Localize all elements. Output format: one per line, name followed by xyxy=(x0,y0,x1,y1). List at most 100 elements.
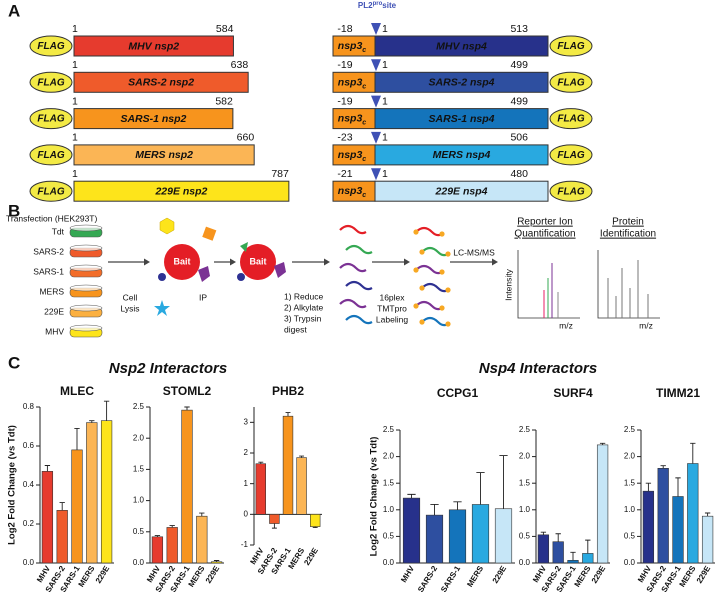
peptide xyxy=(339,224,367,235)
bar xyxy=(448,509,467,564)
error-bar xyxy=(103,400,110,421)
sample-label: SARS-2 xyxy=(33,246,64,256)
construct-name: MHV nsp4 xyxy=(436,40,487,52)
start-residue: 1 xyxy=(72,95,78,107)
bar xyxy=(41,471,54,564)
flag-tag xyxy=(29,35,73,57)
error-bar xyxy=(213,560,220,562)
tmt-tag xyxy=(445,287,451,293)
end-residue: 506 xyxy=(510,132,528,144)
bar xyxy=(425,514,444,564)
flag-tag xyxy=(29,71,73,93)
tmt-tag xyxy=(413,303,419,309)
y-tick-label: 2.5 xyxy=(519,425,531,434)
x-tick-label: 229E xyxy=(302,546,320,567)
construct-name: SARS-1 nsp2 xyxy=(120,113,186,125)
bar xyxy=(282,415,294,515)
y-tick-label: 0.0 xyxy=(133,558,145,567)
cleavage-marker xyxy=(371,95,381,108)
arrow-head xyxy=(492,258,498,266)
y-tick-label: 1.0 xyxy=(383,505,395,514)
end-residue: 582 xyxy=(215,95,233,107)
x-tick-label: 229E xyxy=(695,564,713,585)
construct-name: SARS-2 nsp2 xyxy=(128,77,194,89)
y-tick-label: 0.5 xyxy=(519,532,531,541)
nsp4-construct xyxy=(374,108,549,130)
error-bar xyxy=(258,461,264,464)
prey-protein xyxy=(240,242,248,252)
sample-label: Tdt xyxy=(52,226,65,236)
error-bar xyxy=(660,465,666,469)
prey-protein xyxy=(158,273,166,281)
error-bar xyxy=(59,502,65,511)
flag-tag xyxy=(29,144,73,166)
x-tick-label: 229E xyxy=(204,564,222,585)
start-residue: 1 xyxy=(382,132,388,144)
y-tick-label: 1.0 xyxy=(624,505,636,514)
error-bar xyxy=(585,539,591,554)
step-label: Cell xyxy=(123,292,138,302)
culture-dish-top xyxy=(69,284,103,292)
error-bar xyxy=(199,512,205,517)
nsp3-main: nsp3 xyxy=(338,185,363,197)
nsp3c-label: nsp3c xyxy=(338,40,367,54)
cleavage-marker xyxy=(371,23,381,35)
step-label: digest xyxy=(284,324,307,334)
error-bar xyxy=(499,455,508,509)
nsp3c-label: nsp3c xyxy=(338,76,367,90)
bait-protein xyxy=(240,244,276,280)
pre-residue: -21 xyxy=(337,168,352,180)
start-residue: 1 xyxy=(382,59,388,71)
bar xyxy=(166,527,178,564)
cleavage-marker xyxy=(371,59,381,72)
bait-protein xyxy=(164,244,200,280)
x-tick-label: MERS xyxy=(465,564,485,589)
tmt-tag xyxy=(419,285,425,291)
construct-name: SARS-1 nsp4 xyxy=(429,113,495,125)
culture-dish-top xyxy=(69,304,103,312)
error-bar xyxy=(690,442,696,464)
flag-label: FLAG xyxy=(37,186,64,197)
flag-label: FLAG xyxy=(557,186,584,197)
nsp3-sub: c xyxy=(362,119,366,126)
tmt-tag xyxy=(413,229,419,235)
peptide xyxy=(421,246,449,257)
end-residue: 638 xyxy=(231,59,249,71)
tmt-tag xyxy=(439,231,445,237)
bar xyxy=(567,560,579,564)
site-sup: pro xyxy=(373,1,383,7)
section-label: Identification xyxy=(600,229,656,240)
construct-name: 229E nsp2 xyxy=(154,185,207,197)
x-tick-label: 229E xyxy=(491,564,509,585)
nsp3c-label: nsp3c xyxy=(338,112,367,126)
start-residue: 1 xyxy=(72,132,78,144)
end-residue: 584 xyxy=(216,23,234,35)
step-label: IP xyxy=(199,292,207,302)
bar xyxy=(471,504,490,564)
construct-name: 229E nsp4 xyxy=(435,185,488,197)
x-tick-label: 229E xyxy=(94,564,112,585)
flag-tag xyxy=(549,108,593,130)
nsp2-construct xyxy=(73,144,255,166)
end-residue: 513 xyxy=(510,23,528,35)
section-label: Reporter Ion xyxy=(517,217,573,228)
y-tick-label: 1.0 xyxy=(519,505,531,514)
y-tick-label: 0.2 xyxy=(23,519,35,528)
error-bar xyxy=(184,406,190,411)
spectrum-axes xyxy=(517,250,580,319)
peptide xyxy=(421,316,449,327)
sample-label: MHV xyxy=(45,326,64,336)
bar xyxy=(210,561,223,564)
nsp3c-label: nsp3c xyxy=(338,149,367,163)
y-tick-label: 2.0 xyxy=(133,433,145,442)
flag-tag xyxy=(549,144,593,166)
peptide xyxy=(345,314,373,325)
tmt-tag xyxy=(419,319,425,325)
axis-label: m/z xyxy=(639,320,653,330)
x-tick-label: MERS xyxy=(187,564,207,589)
pre-residue: -18 xyxy=(337,23,352,35)
y-tick-label: 0.5 xyxy=(624,532,636,541)
construct-name: MERS nsp4 xyxy=(433,149,491,161)
sample-label: SARS-1 xyxy=(33,266,64,276)
flag-label: FLAG xyxy=(37,77,64,88)
